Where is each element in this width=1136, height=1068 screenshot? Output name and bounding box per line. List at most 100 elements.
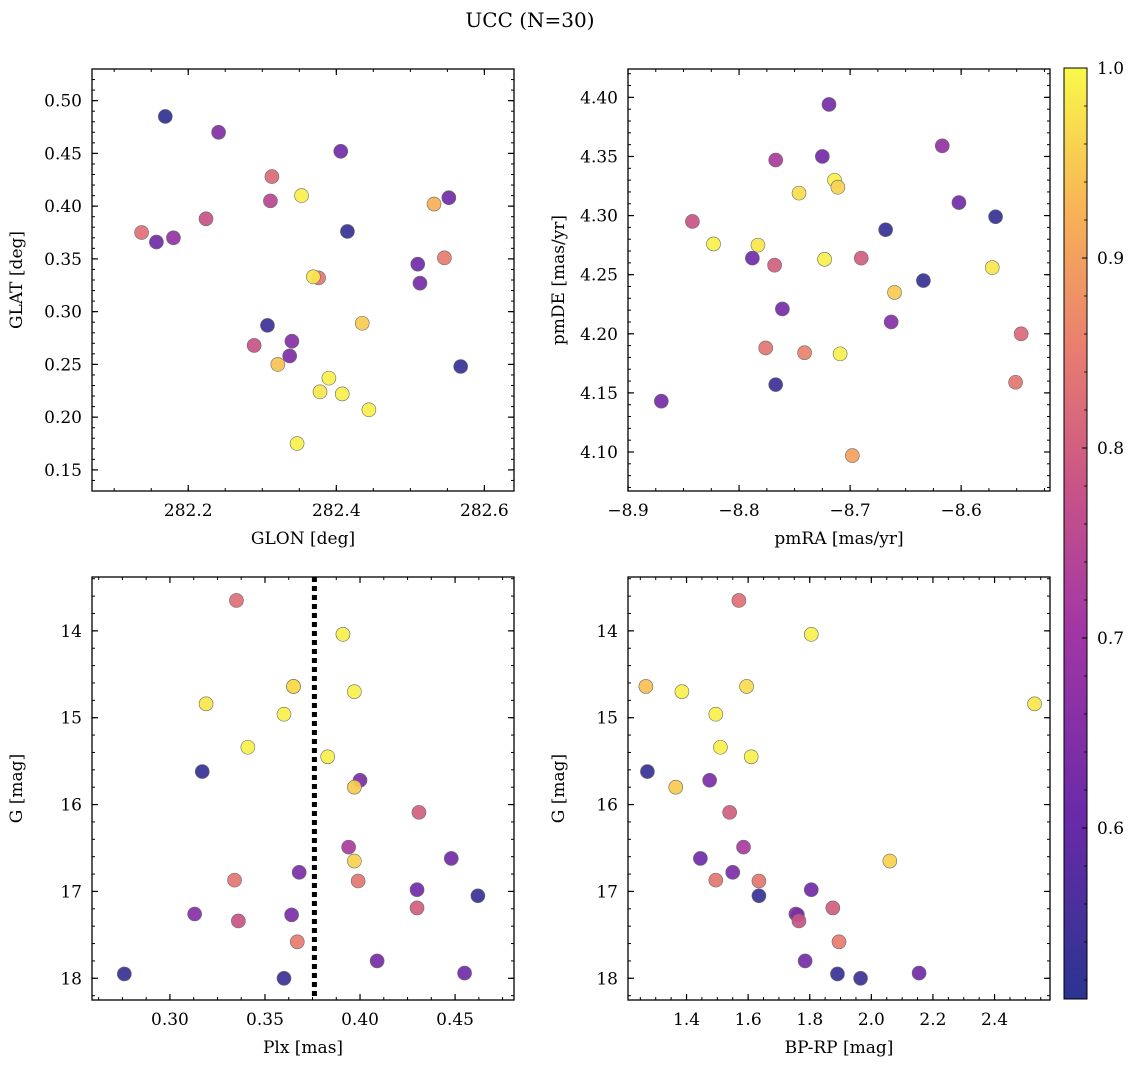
y-tick-label: 17 — [596, 882, 618, 902]
data-point — [286, 679, 301, 694]
data-point — [134, 225, 149, 240]
y-tick-label: 14 — [596, 622, 618, 642]
panel-plx-g: 0.30 0.35 0.40 0.45 14 15 16 17 18 Plx [mas] G [ma… — [7, 576, 515, 1058]
y-tick-label: 15 — [596, 709, 618, 729]
y-tick-label: 4.30 — [580, 207, 618, 227]
data-point — [731, 593, 747, 608]
data-point — [211, 125, 226, 140]
data-point — [320, 749, 336, 765]
x-tick-label: 282.6 — [460, 501, 509, 521]
x-axis-label: GLON [deg] — [251, 529, 355, 549]
data-point — [198, 211, 214, 227]
x-axis-label: pmRA [mas/yr] — [774, 529, 903, 549]
data-point — [751, 873, 767, 889]
data-point — [341, 839, 356, 855]
axes-frame — [627, 68, 1051, 492]
x-tick-label: 1.8 — [796, 1010, 823, 1030]
x-tick-label: 0.45 — [436, 1010, 474, 1030]
panel-glon-glat: 282.2 282.4 282.6 0.15 0.20 0.25 0.30 0.35 0.40 0… — [7, 68, 515, 549]
data-point — [369, 953, 385, 969]
data-point — [263, 193, 278, 209]
x-tick-label: 0.35 — [246, 1010, 284, 1030]
data-point — [797, 953, 813, 969]
data-point — [743, 749, 759, 765]
data-point — [312, 384, 328, 400]
data-point — [453, 359, 468, 374]
data-point — [878, 222, 893, 238]
data-point — [803, 627, 819, 642]
data-point — [246, 338, 262, 353]
y-tick-label: 15 — [60, 709, 82, 729]
x-axis-label: Plx [mas] — [263, 1038, 343, 1058]
data-point — [457, 965, 472, 981]
data-point — [708, 706, 724, 722]
y-tick-label: 14 — [60, 622, 82, 642]
axes-frame — [627, 576, 1051, 1001]
data-point — [260, 318, 275, 333]
y-tick-label: 0.40 — [44, 197, 82, 217]
data-point — [443, 851, 459, 866]
x-tick-label: 1.6 — [735, 1010, 762, 1030]
figure-title: UCC (N=30) — [465, 8, 594, 32]
data-point — [934, 138, 950, 154]
x-tick-label: 1.4 — [673, 1010, 700, 1030]
data-point — [668, 779, 684, 795]
data-point — [157, 109, 173, 124]
data-point — [347, 684, 362, 699]
data-point — [767, 257, 782, 273]
data-point — [791, 185, 807, 201]
colorbar-tick-label: 1.0 — [1097, 59, 1124, 79]
x-tick-label: 2.2 — [919, 1010, 946, 1030]
data-point — [441, 190, 457, 206]
data-point — [882, 853, 898, 869]
data-point — [887, 285, 902, 300]
scatter-points — [654, 97, 1029, 463]
x-tick-label: 0.40 — [341, 1010, 379, 1030]
scatter-points — [638, 593, 1042, 986]
scatter-points — [117, 593, 486, 986]
x-tick-label: 2.0 — [858, 1010, 885, 1030]
data-point — [988, 209, 1003, 225]
y-axis-label: pmDE [mas/yr] — [549, 215, 569, 345]
data-point — [831, 934, 847, 950]
data-point — [768, 152, 784, 168]
data-point — [1027, 696, 1042, 712]
panel-pmra-pmde: −8.9 −8.8 −8.7 −8.6 4.10 4.15 4.20 4.25 4.30 4.35… — [549, 68, 1051, 549]
y-axis-label: GLAT [deg] — [7, 231, 27, 329]
data-point — [470, 888, 486, 904]
y-tick-label: 4.35 — [580, 147, 618, 167]
x-tick-label: 2.4 — [981, 1010, 1008, 1030]
data-point — [817, 252, 832, 267]
data-point — [702, 772, 717, 788]
data-point — [693, 851, 708, 866]
colorbar-tick-label: 0.9 — [1097, 249, 1124, 269]
data-point — [853, 250, 869, 266]
data-point — [198, 696, 214, 712]
y-tick-label: 18 — [60, 969, 82, 989]
y-tick-label: 4.10 — [580, 443, 618, 463]
data-point — [706, 236, 721, 252]
y-tick-label: 4.20 — [580, 325, 618, 345]
y-tick-label: 4.40 — [580, 88, 618, 108]
colorbar-gradient — [1063, 67, 1088, 1000]
data-point — [853, 970, 868, 986]
data-point — [638, 679, 654, 694]
data-point — [832, 346, 848, 362]
data-point — [722, 805, 737, 820]
colorbar-tick-label: 0.7 — [1097, 629, 1124, 649]
y-tick-label: 18 — [596, 969, 618, 989]
colorbar-tick-label: 0.8 — [1097, 439, 1124, 459]
data-point — [951, 195, 967, 210]
colorbar: 0.6 0.7 0.8 0.9 1.0 — [1063, 59, 1124, 1000]
y-tick-label: 16 — [60, 796, 82, 816]
data-point — [911, 965, 927, 981]
data-point — [830, 179, 846, 195]
data-point — [674, 684, 690, 699]
data-point — [347, 853, 362, 869]
y-tick-label: 0.30 — [44, 303, 82, 323]
data-point — [758, 340, 774, 356]
data-point — [768, 377, 784, 392]
y-tick-label: 0.25 — [44, 355, 82, 375]
data-point — [284, 907, 299, 923]
